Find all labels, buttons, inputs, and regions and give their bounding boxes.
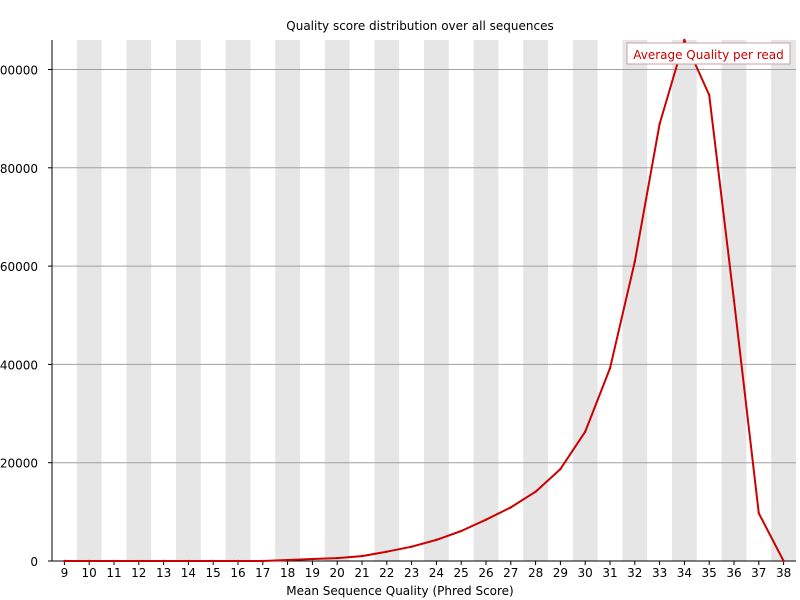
x-tick-label: 24 [429, 566, 444, 580]
band-16 [225, 40, 251, 561]
x-tick-label: 16 [230, 566, 245, 580]
x-tick-label: 10 [82, 566, 97, 580]
x-tick-label: 36 [726, 566, 741, 580]
data-point-34 [683, 38, 686, 42]
data-point-18 [286, 558, 289, 562]
data-point-21 [360, 554, 364, 558]
x-tick-label: 25 [454, 566, 469, 580]
x-tick-label: 20 [330, 566, 345, 580]
x-tick-label: 15 [206, 566, 221, 580]
x-tick-label: 13 [156, 566, 171, 580]
band-24 [424, 40, 449, 561]
band-28 [523, 40, 548, 561]
data-point-15 [212, 559, 215, 563]
band-22 [374, 40, 400, 561]
x-tick-label: 21 [354, 566, 369, 580]
band-26 [473, 40, 499, 561]
data-point-33 [658, 122, 661, 126]
x-tick-label: 9 [61, 566, 69, 580]
data-point-13 [162, 559, 165, 563]
x-tick-label: 23 [404, 566, 419, 580]
data-point-9 [63, 559, 66, 563]
x-tick-label: 17 [255, 566, 270, 580]
x-tick-label: 26 [478, 566, 493, 580]
y-tick-label: 0 [30, 555, 38, 569]
legend: Average Quality per read [626, 42, 791, 65]
x-tick-label: 11 [106, 566, 121, 580]
x-tick-label: 22 [379, 566, 394, 580]
series-layer [63, 38, 785, 563]
background-bands [76, 40, 796, 561]
series-line [64, 39, 785, 562]
y-tick-label: 60000 [0, 260, 38, 274]
y-tick-label: 40000 [0, 358, 38, 372]
legend-box [626, 42, 791, 65]
band-14 [176, 40, 201, 561]
legend-label: Average Quality per read [633, 48, 784, 62]
data-point-14 [187, 559, 190, 563]
x-tick-label: 37 [751, 566, 766, 580]
y-tick-label: 100000 [0, 63, 38, 77]
data-point-22 [385, 550, 388, 553]
data-point-38 [782, 559, 785, 563]
data-point-23 [410, 545, 413, 548]
x-tick-label: 34 [677, 566, 692, 580]
data-point-27 [509, 506, 512, 509]
data-point-28 [534, 490, 537, 493]
x-tick-label: 31 [602, 566, 617, 580]
chart-title: Quality score distribution over all sequ… [286, 19, 553, 33]
y-ticks: 0 20000 40000 60000 80000 100000 [0, 63, 52, 569]
band-34 [672, 40, 697, 561]
data-point-24 [435, 538, 438, 542]
data-point-16 [236, 559, 240, 563]
data-point-32 [633, 260, 636, 263]
x-tick-label: 30 [578, 566, 593, 580]
data-point-25 [460, 529, 463, 533]
band-30 [572, 40, 598, 561]
x-tick-label: 33 [652, 566, 667, 580]
x-tick-label: 32 [627, 566, 642, 580]
band-18 [275, 40, 300, 561]
band-20 [324, 40, 350, 561]
data-point-12 [137, 559, 140, 563]
x-ticks: 9 10 11 12 13 14 15 16 17 18 19 20 21 22 23 24 25 26 27 28 2… [61, 561, 791, 580]
x-tick-label: 19 [305, 566, 320, 580]
y-tick-label: 80000 [0, 162, 38, 176]
band-12 [126, 40, 152, 561]
x-tick-label: 29 [553, 566, 568, 580]
x-tick-label: 14 [181, 566, 196, 580]
data-point-26 [484, 518, 488, 521]
band-10 [76, 40, 102, 561]
y-tick-label: 20000 [0, 457, 38, 471]
data-point-35 [708, 93, 711, 97]
data-point-10 [88, 559, 91, 563]
data-point-17 [261, 559, 264, 563]
x-tick-label: 18 [280, 566, 295, 580]
data-point-11 [112, 559, 116, 563]
gridlines [52, 68, 796, 464]
data-point-37 [757, 512, 760, 515]
data-point-29 [559, 467, 562, 471]
x-tick-label: 27 [503, 566, 518, 580]
data-point-31 [608, 367, 612, 370]
data-point-30 [584, 430, 587, 433]
x-tick-label: 35 [702, 566, 717, 580]
data-point-20 [336, 556, 339, 560]
x-tick-label: 28 [528, 566, 543, 580]
x-tick-label: 38 [776, 566, 791, 580]
band-38 [771, 40, 796, 561]
x-axis-label: Mean Sequence Quality (Phred Score) [286, 584, 514, 598]
data-point-19 [311, 557, 314, 561]
data-point-36 [732, 299, 736, 302]
x-tick-label: 12 [131, 566, 146, 580]
